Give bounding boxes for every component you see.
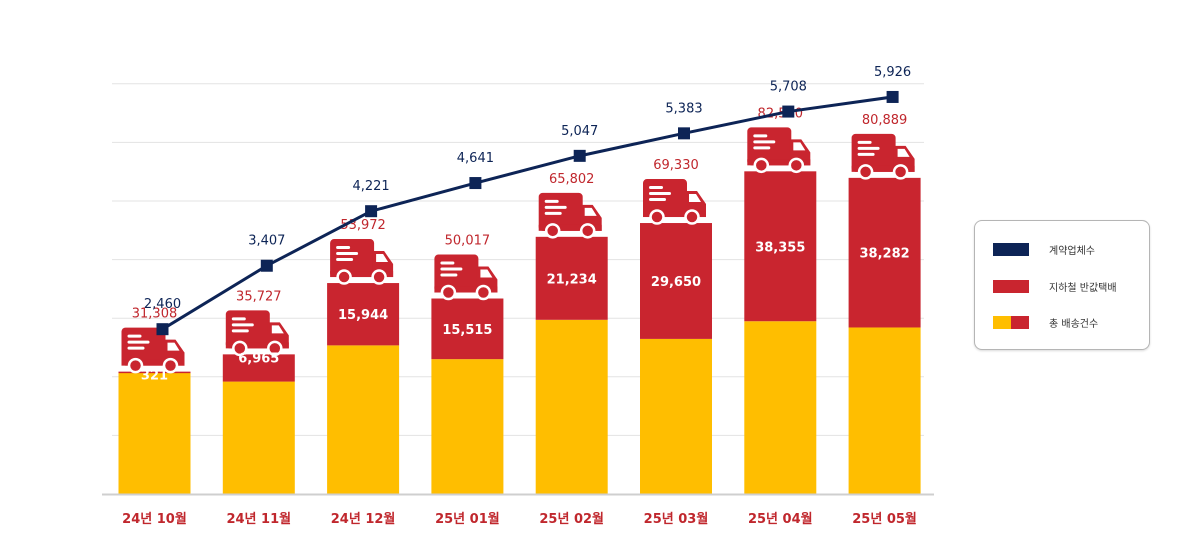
contracts-point [573,149,586,162]
contracts-label: 5,047 [561,124,598,139]
contracts-label: 5,926 [874,65,911,80]
total-deliveries-label: 35,727 [236,289,282,304]
contracts-label: 5,708 [770,80,807,95]
bar-other-delivery [848,327,921,494]
contracts-point [156,323,169,336]
x-tick-label: 25년 02월 [539,511,604,527]
total-deliveries-label: 80,889 [862,113,908,128]
delivery-truck-icon [225,310,289,357]
total-deliveries-label: 53,972 [340,218,386,233]
contracts-label: 3,407 [248,234,285,249]
contracts-point [260,259,273,272]
legend-label-contracts: 계약업체수 [1049,245,1095,257]
subway-delivery-label: 38,355 [755,240,805,255]
delivery-truck-icon [747,127,811,174]
contracts-point [886,90,899,103]
total-deliveries-label: 50,017 [445,234,491,249]
contracts-label: 5,383 [665,101,702,116]
contracts-label: 2,460 [144,297,181,312]
legend-item-total-deliveries: 총 배송건수 [993,315,1099,330]
subway-delivery-label: 29,650 [651,275,701,290]
x-tick-label: 24년 11월 [226,511,291,527]
contracts-label: 4,221 [352,179,389,194]
delivery-truck-icon [121,327,185,374]
total-deliveries-label: 31,308 [132,307,178,322]
bar-other-delivery [640,338,712,494]
bar-other-delivery [431,359,504,494]
x-tick-label: 24년 10월 [122,511,187,527]
delivery-truck-icon [643,179,706,225]
subway-delivery-label: 21,234 [547,272,597,287]
legend-item-contracts: 계약업체수 [993,242,1095,257]
x-tick-label: 25년 04월 [748,511,813,527]
bar-subway-delivery [222,354,295,382]
bar-subway-delivery [118,371,191,374]
contracts-point [782,105,795,118]
delivery-truck-icon [851,133,915,180]
x-tick-label: 24년 12월 [331,511,396,527]
total-deliveries-label: 69,330 [653,158,699,173]
legend-swatch-yellow-red [993,315,1029,329]
subway-delivery-label: 15,944 [338,308,388,323]
contracts-point [469,177,482,190]
contracts-line [161,95,893,331]
x-tick-label: 25년 03월 [644,511,709,527]
delivery-truck-icon [538,192,602,239]
subway-delivery-label: 38,282 [860,247,910,262]
subway-delivery-label: 15,515 [442,323,492,338]
subway-delivery-label: 321 [141,369,168,384]
legend-item-subway-delivery: 지하철 반값택배 [993,279,1117,294]
bar-subway-delivery [640,223,712,339]
bar-other-delivery [118,372,191,494]
bar-subway-delivery [744,171,817,322]
contracts-point [678,127,690,140]
x-tick-label: 25년 05월 [852,511,917,527]
delivery-truck-icon [330,239,394,285]
bar-subway-delivery [535,236,608,320]
bar-subway-delivery [431,298,504,360]
subway-delivery-label: 6,965 [238,351,279,366]
bar-subway-delivery [848,177,921,328]
bar-subway-delivery [327,283,400,346]
legend-swatch-navy [993,242,1029,256]
x-tick-label: 25년 01월 [435,511,500,527]
delivery-truck-icon [434,254,498,301]
contracts-point [365,205,378,218]
legend-swatch-red [993,279,1029,293]
total-deliveries-label: 65,802 [549,172,595,187]
chart-legend: 계약업체수 지하철 반값택배 총 배송건수 [974,220,1150,350]
bar-other-delivery [744,321,817,494]
legend-label-subway-delivery: 지하철 반값택배 [1049,282,1117,294]
legend-label-total-deliveries: 총 배송건수 [1049,318,1099,330]
bar-other-delivery [222,381,295,494]
bar-other-delivery [327,345,400,494]
contracts-label: 4,641 [457,151,494,166]
bar-other-delivery [535,319,608,494]
